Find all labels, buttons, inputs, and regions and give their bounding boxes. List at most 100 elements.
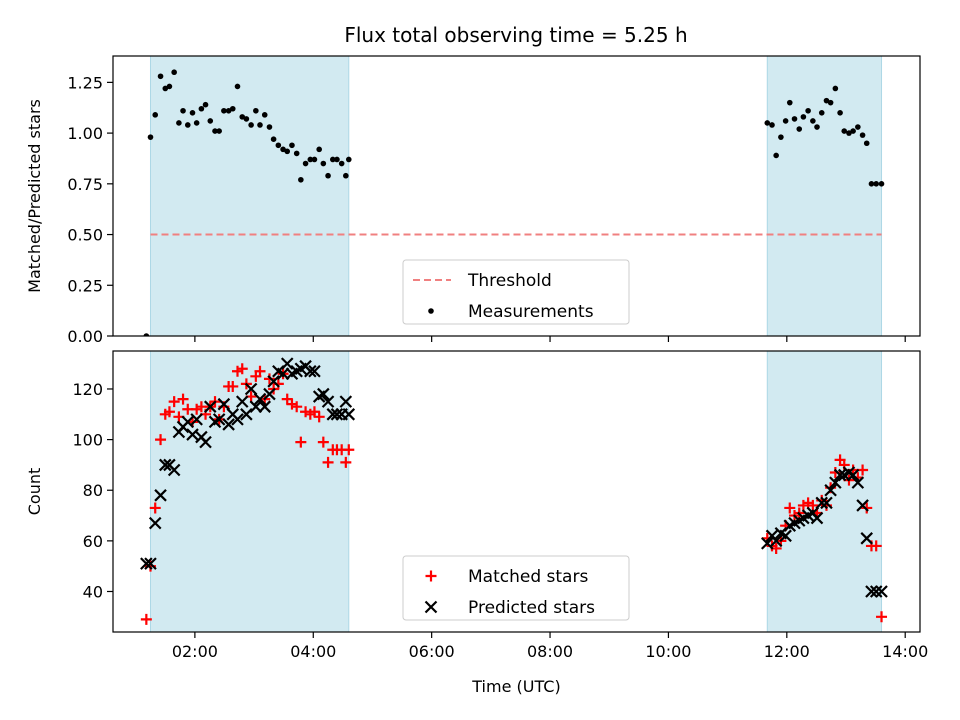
measurement-point <box>302 160 309 167</box>
matched-star-point <box>870 540 882 552</box>
bottom-shaded-interval-0 <box>149 351 350 632</box>
predicted-star-point <box>304 364 317 378</box>
measurement-point <box>198 105 205 112</box>
matched-star-point <box>149 502 161 514</box>
predicted-star-point <box>342 408 356 421</box>
measurement-point <box>773 152 779 159</box>
matched-star-point <box>227 380 239 392</box>
top-y-tick-label: 1.25 <box>67 73 103 92</box>
measurement-point <box>338 160 345 167</box>
predicted-star-point <box>779 529 792 543</box>
predicted-star-point <box>167 463 181 477</box>
measurement-point <box>345 156 352 163</box>
measurement-point <box>311 156 318 163</box>
measurement-point <box>810 118 816 124</box>
measurement-point <box>266 124 273 130</box>
measurement-point <box>184 122 191 128</box>
predicted-star-point <box>140 557 153 570</box>
bottom-legend: Matched stars Predicted stars <box>402 555 630 621</box>
bottom-y-axis-title: Count <box>25 468 44 516</box>
measurement-point <box>778 134 784 140</box>
predicted-star-point <box>846 468 860 482</box>
measurement-point <box>850 128 856 134</box>
matched-star-point <box>295 436 307 448</box>
measurement-point <box>202 101 209 108</box>
measurement-point <box>157 73 164 80</box>
matched-star-point <box>291 401 303 413</box>
measurement-point <box>248 122 254 128</box>
measurement-point <box>229 105 236 112</box>
legend-label: Threshold <box>467 271 552 291</box>
predicted-star-point <box>222 418 235 431</box>
predicted-star-point <box>235 395 249 408</box>
legend-label: Measurements <box>468 302 594 322</box>
measurement-point <box>171 69 177 76</box>
predicted-star-point <box>263 387 276 401</box>
top-legend: Threshold Measurements <box>402 259 630 325</box>
predicted-star-point <box>815 496 829 510</box>
x-tick-label: 14:00 <box>882 642 928 661</box>
measurement-point <box>805 107 811 114</box>
measurement-point <box>330 156 336 163</box>
measurement-point <box>868 181 875 187</box>
matched-star-point <box>177 393 189 405</box>
measurement-point <box>878 181 885 187</box>
predicted-star-point <box>339 395 353 408</box>
measurement-point <box>212 128 218 134</box>
top-panel: 0.00 0.25 0.50 0.75 1.00 1.25 Matched/Predicte… <box>25 55 921 346</box>
predicted-star-point <box>217 397 231 411</box>
measurement-point <box>147 134 154 140</box>
predicted-star-point <box>820 496 833 510</box>
bottom-y-tick-label: 80 <box>83 481 103 500</box>
measurement-point <box>189 110 196 116</box>
predicted-star-point <box>810 511 824 525</box>
matched-star-point <box>163 406 175 418</box>
predicted-star-point <box>824 483 837 497</box>
predicted-star-point <box>244 382 258 396</box>
measurement-point <box>180 107 186 114</box>
measurement-point <box>786 99 793 106</box>
matched-star-point <box>784 502 796 514</box>
predicted-star-point <box>833 468 847 482</box>
predicted-star-point <box>159 458 172 472</box>
matched-star-point <box>313 411 325 423</box>
predicted-star-point <box>203 400 217 413</box>
x-tick-label: 08:00 <box>527 642 573 661</box>
measurement-point <box>832 85 839 92</box>
matched-star-point <box>155 434 167 446</box>
measurement-point <box>859 132 866 138</box>
measurement-point <box>818 110 825 116</box>
matched-star-point <box>168 396 180 408</box>
predicted-star-point <box>212 413 226 426</box>
chart-title: Flux total observing time = 5.25 h <box>344 23 687 47</box>
top-axes-frame <box>112 55 921 337</box>
top-y-axis-title: Matched/Predicted stars <box>25 99 44 293</box>
predicted-star-point <box>769 534 783 548</box>
matched-star-point <box>876 611 888 623</box>
measurement-point <box>275 142 282 149</box>
predicted-star-point <box>860 532 874 545</box>
measurement-point <box>243 116 250 122</box>
matched-star-point <box>861 502 873 514</box>
predicted-star-point <box>875 585 888 598</box>
measurement-point <box>841 128 848 134</box>
measurement-point <box>284 148 291 155</box>
x-tick-label: 12:00 <box>764 642 810 661</box>
predicted-star-point <box>330 408 344 421</box>
measurement-point <box>334 156 340 163</box>
top-y-tick-label: 0.25 <box>67 276 103 295</box>
measurement-point <box>325 172 331 179</box>
measurement-point <box>216 128 222 134</box>
predicted-star-point <box>253 392 267 406</box>
top-y-tick-label: 0.50 <box>67 226 103 245</box>
measurement-point <box>270 136 277 142</box>
measurement-point <box>846 130 852 136</box>
bottom-y-tick-label: 120 <box>72 380 103 399</box>
measurement-point <box>796 126 803 132</box>
measurement-point <box>782 118 789 124</box>
x-tick-label: 02:00 <box>172 642 218 661</box>
predicted-star-point <box>240 408 253 421</box>
legend-predicted-swatch <box>424 600 438 614</box>
matched-star-point <box>140 613 152 625</box>
predicted-star-point <box>144 557 157 570</box>
